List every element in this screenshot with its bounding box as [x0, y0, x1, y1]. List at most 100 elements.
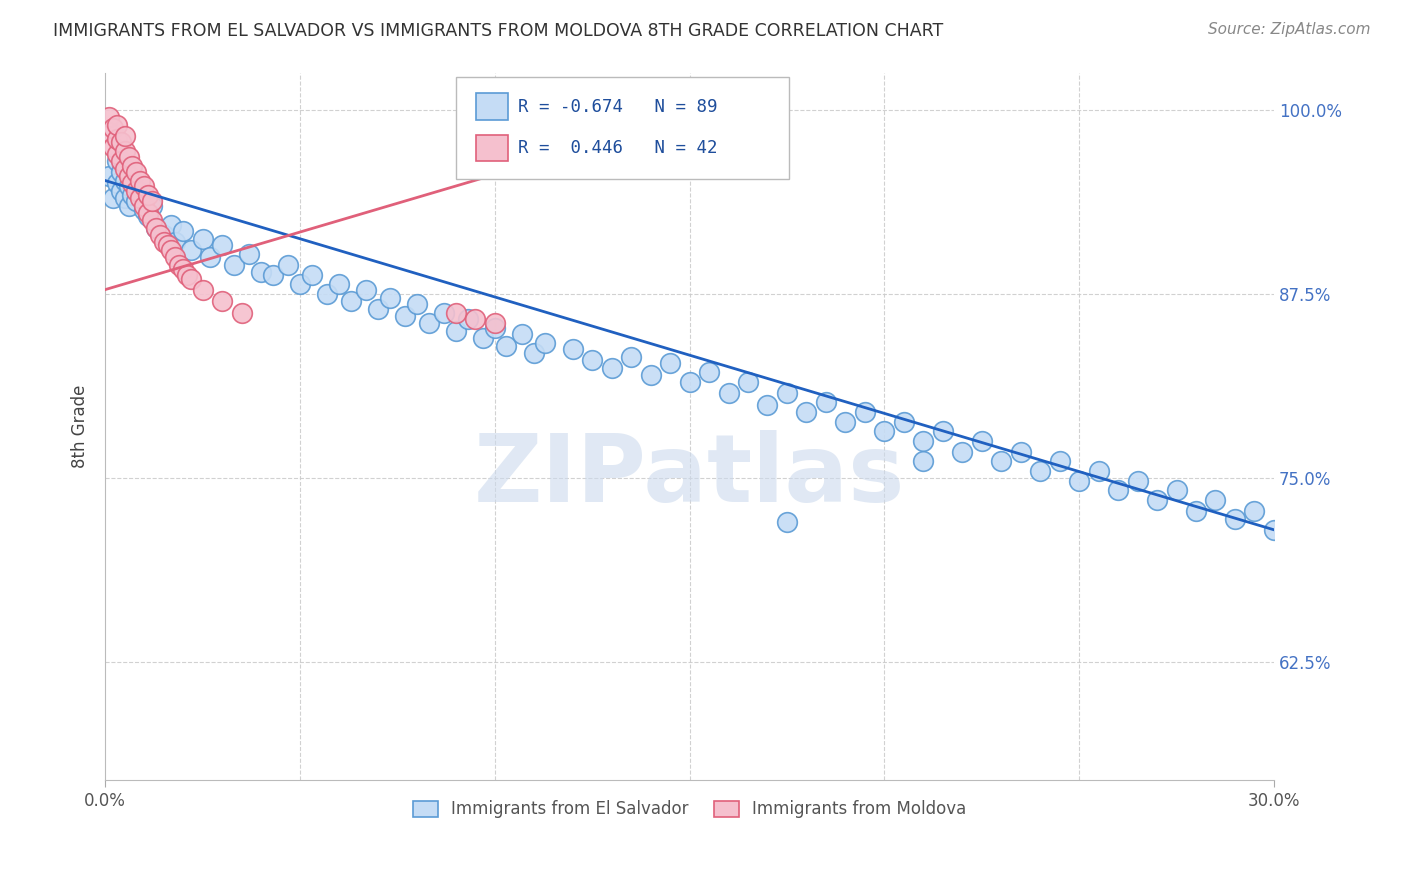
Point	[367, 301, 389, 316]
Point	[510, 326, 533, 341]
FancyBboxPatch shape	[475, 135, 509, 161]
Point	[853, 405, 876, 419]
Point	[600, 360, 623, 375]
Point	[873, 424, 896, 438]
Point	[110, 154, 132, 169]
Point	[98, 125, 121, 139]
Point	[160, 218, 183, 232]
Point	[136, 188, 159, 202]
Point	[697, 365, 720, 379]
Point	[970, 434, 993, 449]
Point	[581, 353, 603, 368]
Point	[105, 154, 128, 169]
Point	[1087, 464, 1109, 478]
Point	[834, 415, 856, 429]
Point	[717, 385, 740, 400]
Point	[328, 277, 350, 291]
Point	[1205, 493, 1227, 508]
Point	[134, 202, 156, 217]
Point	[110, 135, 132, 149]
Point	[129, 191, 152, 205]
Point	[105, 177, 128, 191]
Point	[149, 228, 172, 243]
Point	[172, 262, 194, 277]
Point	[114, 129, 136, 144]
Point	[990, 453, 1012, 467]
Point	[231, 306, 253, 320]
Text: IMMIGRANTS FROM EL SALVADOR VS IMMIGRANTS FROM MOLDOVA 8TH GRADE CORRELATION CHA: IMMIGRANTS FROM EL SALVADOR VS IMMIGRANT…	[53, 22, 943, 40]
Point	[160, 243, 183, 257]
Point	[484, 321, 506, 335]
Point	[191, 232, 214, 246]
Point	[121, 159, 143, 173]
Point	[167, 258, 190, 272]
Point	[176, 268, 198, 282]
Point	[484, 317, 506, 331]
Text: ZIPatlas: ZIPatlas	[474, 430, 905, 522]
Point	[105, 147, 128, 161]
Point	[136, 209, 159, 223]
Point	[101, 191, 124, 205]
Point	[756, 398, 779, 412]
Point	[495, 338, 517, 352]
Point	[659, 356, 682, 370]
Point	[200, 250, 222, 264]
Point	[1223, 512, 1246, 526]
Point	[125, 194, 148, 209]
Point	[165, 250, 187, 264]
Point	[136, 206, 159, 220]
Point	[814, 394, 837, 409]
Point	[101, 120, 124, 135]
Point	[776, 385, 799, 400]
Point	[1166, 483, 1188, 497]
Point	[457, 312, 479, 326]
Point	[180, 272, 202, 286]
Point	[211, 238, 233, 252]
Point	[1010, 444, 1032, 458]
Point	[145, 220, 167, 235]
Point	[1029, 464, 1052, 478]
Point	[134, 198, 156, 212]
Point	[117, 150, 139, 164]
Point	[98, 110, 121, 124]
Point	[418, 317, 440, 331]
Point	[1185, 503, 1208, 517]
Point	[776, 516, 799, 530]
Point	[114, 144, 136, 158]
Text: R = -0.674   N = 89: R = -0.674 N = 89	[517, 98, 717, 116]
Point	[98, 169, 121, 183]
Point	[1049, 453, 1071, 467]
Point	[394, 309, 416, 323]
Point	[117, 169, 139, 183]
Point	[141, 198, 163, 212]
Point	[737, 376, 759, 390]
Point	[141, 213, 163, 227]
Legend: Immigrants from El Salvador, Immigrants from Moldova: Immigrants from El Salvador, Immigrants …	[406, 794, 973, 825]
Point	[620, 351, 643, 365]
Point	[117, 198, 139, 212]
Point	[191, 283, 214, 297]
Y-axis label: 8th Grade: 8th Grade	[72, 385, 89, 468]
Point	[105, 132, 128, 146]
Point	[561, 342, 583, 356]
Point	[640, 368, 662, 382]
Point	[110, 165, 132, 179]
Point	[114, 191, 136, 205]
Point	[141, 194, 163, 209]
Point	[105, 118, 128, 132]
FancyBboxPatch shape	[475, 94, 509, 120]
Point	[114, 161, 136, 176]
Point	[464, 312, 486, 326]
Text: Source: ZipAtlas.com: Source: ZipAtlas.com	[1208, 22, 1371, 37]
Point	[125, 165, 148, 179]
FancyBboxPatch shape	[456, 77, 789, 179]
Point	[125, 184, 148, 198]
Point	[534, 335, 557, 350]
Point	[405, 297, 427, 311]
Point	[114, 173, 136, 187]
Point	[893, 415, 915, 429]
Point	[1243, 503, 1265, 517]
Point	[129, 186, 152, 200]
Point	[180, 243, 202, 257]
Point	[912, 434, 935, 449]
